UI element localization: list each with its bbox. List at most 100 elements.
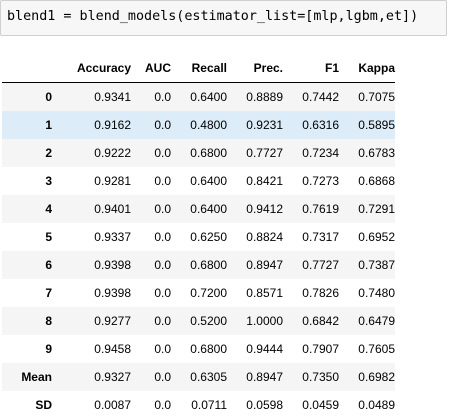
cell-precision: 0.8421 [227, 167, 283, 195]
cell-accuracy: 0.9398 [52, 279, 131, 307]
cell-f1: 0.7317 [283, 223, 339, 251]
code-line[interactable]: blend1 = blend_models(estimator_list=[ml… [7, 9, 418, 24]
cell-recall: 0.6250 [171, 223, 227, 251]
cell-auc: 0.0 [131, 251, 171, 279]
cell-accuracy: 0.9341 [52, 83, 131, 112]
cell-f1: 0.7727 [283, 251, 339, 279]
cell-accuracy: 0.0087 [52, 391, 131, 419]
cell-kappa: 0.6479 [339, 307, 395, 335]
cell-recall: 0.6400 [171, 195, 227, 223]
cell-kappa: 0.7605 [339, 335, 395, 363]
cell-precision: 0.9231 [227, 111, 283, 139]
cell-accuracy: 0.9222 [52, 139, 131, 167]
cell-kappa: 0.6783 [339, 139, 395, 167]
cell-kappa: 0.5895 [339, 111, 395, 139]
cell-auc: 0.0 [131, 139, 171, 167]
cell-kappa: 0.7480 [339, 279, 395, 307]
row-index: 9 [2, 335, 52, 363]
cell-recall: 0.6305 [171, 363, 227, 391]
cell-accuracy: 0.9398 [52, 251, 131, 279]
cell-recall: 0.0711 [171, 391, 227, 419]
cell-recall: 0.6400 [171, 167, 227, 195]
cell-auc: 0.0 [131, 83, 171, 112]
cell-kappa: 0.7291 [339, 195, 395, 223]
cell-auc: 0.0 [131, 195, 171, 223]
cell-auc: 0.0 [131, 307, 171, 335]
cell-recall: 0.6800 [171, 139, 227, 167]
row-index: 7 [2, 279, 52, 307]
row-index: 2 [2, 139, 52, 167]
row-index: 5 [2, 223, 52, 251]
cell-kappa: 0.6982 [339, 363, 395, 391]
row-index: 4 [2, 195, 52, 223]
cell-precision: 0.7727 [227, 139, 283, 167]
column-header-kappa: Kappa [339, 54, 395, 83]
column-header-auc: AUC [131, 54, 171, 83]
cell-recall: 0.6400 [171, 83, 227, 112]
cell-f1: 0.0459 [283, 391, 339, 419]
cell-precision: 0.9412 [227, 195, 283, 223]
cell-precision: 0.0598 [227, 391, 283, 419]
cell-kappa: 0.7075 [339, 83, 395, 112]
cell-accuracy: 0.9458 [52, 335, 131, 363]
cell-auc: 0.0 [131, 363, 171, 391]
cell-accuracy: 0.9337 [52, 223, 131, 251]
row-index: 8 [2, 307, 52, 335]
row-index: Mean [2, 363, 52, 391]
cell-auc: 0.0 [131, 391, 171, 419]
cell-recall: 0.6800 [171, 335, 227, 363]
column-header-accuracy: Accuracy [52, 54, 131, 83]
cell-precision: 1.0000 [227, 307, 283, 335]
row-index: 6 [2, 251, 52, 279]
cell-f1: 0.7826 [283, 279, 339, 307]
cell-kappa: 0.6952 [339, 223, 395, 251]
column-header-recall: Recall [171, 54, 227, 83]
cell-f1: 0.7234 [283, 139, 339, 167]
table-header: Accuracy AUC Recall Prec. F1 Kappa [2, 54, 395, 83]
cell-precision: 0.8824 [227, 223, 283, 251]
cell-auc: 0.0 [131, 111, 171, 139]
cell-recall: 0.6800 [171, 251, 227, 279]
cell-precision: 0.8947 [227, 363, 283, 391]
cell-auc: 0.0 [131, 335, 171, 363]
cell-precision: 0.8889 [227, 83, 283, 112]
cell-precision: 0.8947 [227, 251, 283, 279]
cell-recall: 0.5200 [171, 307, 227, 335]
cell-kappa: 0.0489 [339, 391, 395, 419]
row-index: 3 [2, 167, 52, 195]
cell-accuracy: 0.9401 [52, 195, 131, 223]
cell-kappa: 0.6868 [339, 167, 395, 195]
cell-accuracy: 0.9327 [52, 363, 131, 391]
cell-precision: 0.8571 [227, 279, 283, 307]
cell-f1: 0.6316 [283, 111, 339, 139]
row-index: SD [2, 391, 52, 419]
cell-accuracy: 0.9162 [52, 111, 131, 139]
cell-precision: 0.9444 [227, 335, 283, 363]
index-header [2, 54, 52, 83]
column-header-f1: F1 [283, 54, 339, 83]
cell-f1: 0.7619 [283, 195, 339, 223]
code-cell[interactable]: blend1 = blend_models(estimator_list=[ml… [0, 0, 447, 36]
cell-kappa: 0.7387 [339, 251, 395, 279]
header-row: Accuracy AUC Recall Prec. F1 Kappa [2, 54, 395, 83]
column-header-precision: Prec. [227, 54, 283, 83]
cell-f1: 0.7350 [283, 363, 339, 391]
cell-accuracy: 0.9281 [52, 167, 131, 195]
cell-f1: 0.7907 [283, 335, 339, 363]
cell-recall: 0.7200 [171, 279, 227, 307]
cell-accuracy: 0.9277 [52, 307, 131, 335]
